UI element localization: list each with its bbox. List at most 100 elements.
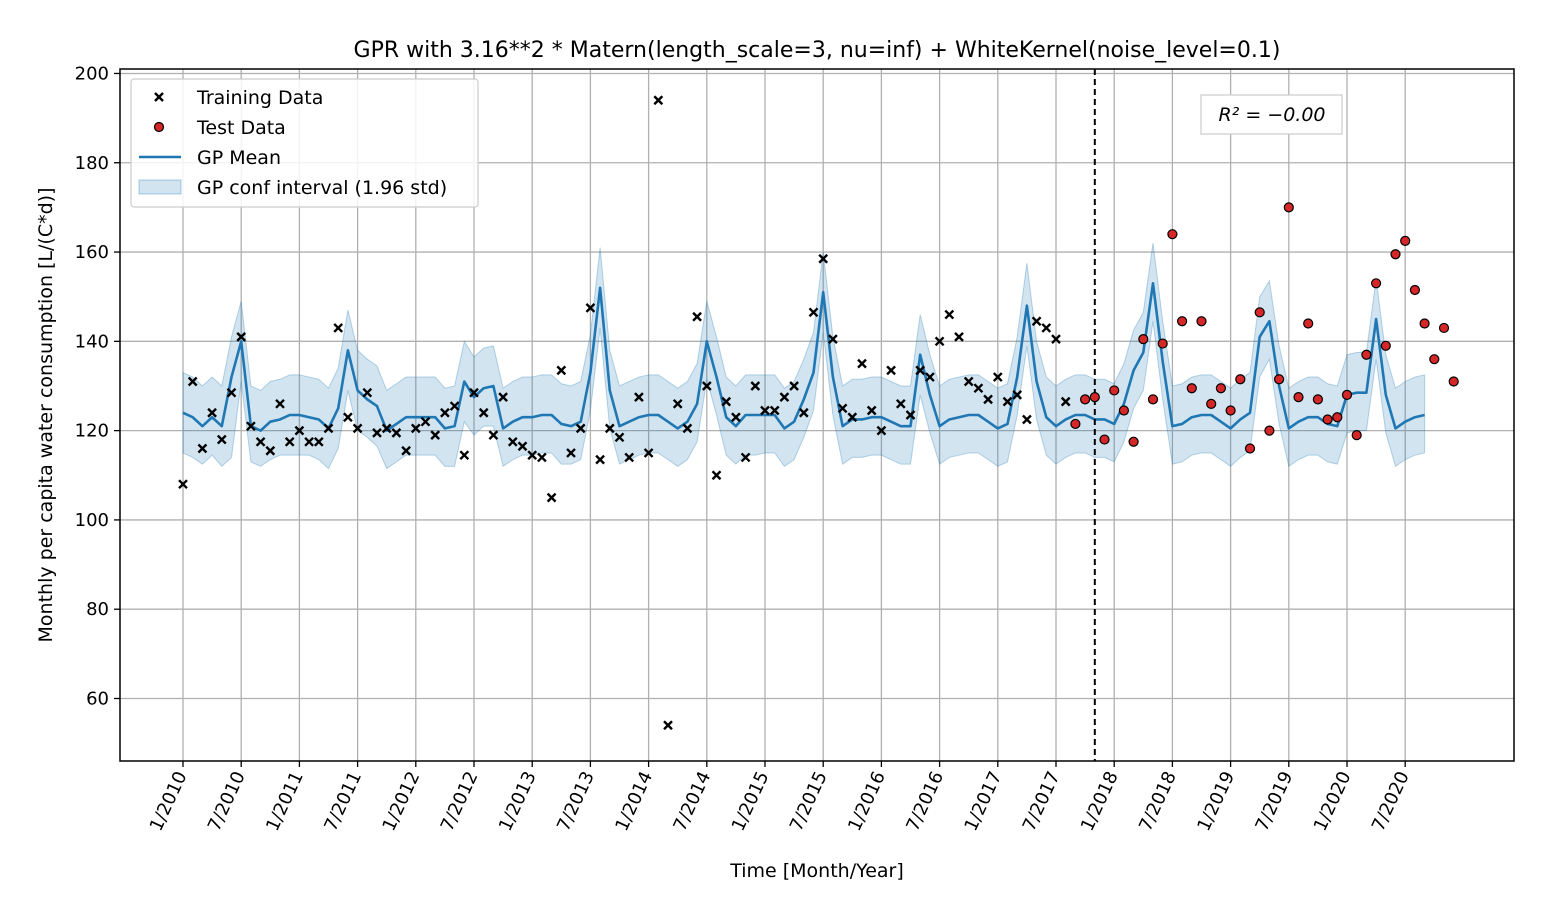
training-data-point [197,443,208,454]
training-data-point [469,387,479,398]
training-data-point [876,425,887,436]
training-data-point [789,381,799,391]
training-data-point [983,394,993,405]
test-data-point [1390,249,1401,260]
test-data-point [1167,229,1178,240]
training-data-point [857,358,867,369]
training-data-point [634,392,644,402]
training-data-point [488,430,499,440]
test-data-point [1370,278,1382,289]
legend-label-mean: GP Mean [197,147,281,169]
training-data-point [449,401,460,411]
training-data-point [818,253,829,264]
training-data-point [828,334,838,344]
training-data-point [236,332,247,342]
legend-marker-test [153,121,165,133]
test-data-point [1293,392,1304,403]
test-data-point [1273,374,1285,385]
legend-label-training: Training Data [196,87,323,109]
test-data-point [1341,389,1353,401]
training-data-point [886,365,896,376]
legend-label-test: Test Data [196,117,286,139]
test-data-point [1429,354,1440,365]
r-squared-box [1200,94,1343,135]
training-data-point [313,436,324,447]
training-data-point [391,428,402,438]
test-data-point [1128,436,1139,447]
test-data-point [1109,385,1120,396]
y-tick-label: 120 [75,421,109,442]
training-data-point [701,381,712,391]
training-data-point [537,452,547,463]
training-data-point [401,445,411,456]
test-data-point [1225,405,1236,416]
training-data-point [798,407,809,418]
training-data-point [362,387,373,398]
training-data-point [333,323,344,333]
training-data-point [255,436,266,447]
training-data-point [973,383,984,394]
test-data-point [1419,318,1430,329]
training-data-point [731,412,741,423]
training-data-point [459,450,470,461]
training-data-point [381,423,392,434]
training-data-point [963,376,974,387]
r-squared-annotation: R² = −0.00 [1200,94,1343,135]
test-data-point [1070,418,1081,430]
training-data-point [837,403,848,414]
training-data-point [944,309,955,320]
training-data-point [1012,390,1023,400]
training-data-point [304,436,314,447]
training-data-point [682,423,693,434]
test-data-point [1312,394,1324,405]
test-data-point [1186,383,1197,394]
training-data-point [246,421,256,432]
training-data-point [430,430,441,440]
training-data-point [1051,334,1061,344]
y-axis-title: Monthly per capita water consumption [L/… [35,188,57,643]
y-tick-label: 200 [75,63,109,84]
y-tick-label: 180 [75,153,109,174]
training-data-point [352,423,363,434]
training-data-point [275,398,285,409]
test-data-point [1409,284,1421,296]
training-data-point [294,425,305,436]
test-data-point [1147,394,1159,405]
test-data-point [1361,349,1372,360]
gp-conf-interval-area [182,243,1426,470]
training-data-point [750,381,761,391]
training-data-point [808,307,819,318]
training-data-point [410,423,421,434]
gp-mean-line [182,281,1425,432]
training-data-point [1031,316,1042,327]
training-data-point [216,434,227,445]
legend: Training Data Test Data GP Mean GP conf … [130,78,479,208]
training-data-point [604,423,615,434]
y-tick-label: 140 [75,331,109,352]
gp-conf-interval-band [182,243,1426,470]
training-data-point [527,450,538,461]
training-data-point [585,303,596,313]
training-data-point [663,720,673,731]
test-data-point [1196,316,1207,327]
training-data-point [925,372,935,382]
training-data-point [595,454,605,465]
training-data-point [372,428,382,438]
training-data-point [992,372,1003,382]
training-data-point [866,405,877,416]
test-data-point [1235,374,1246,385]
training-data-point [566,448,576,458]
training-data-point [343,412,353,423]
test-data-point [1283,202,1294,213]
training-data-point [624,452,635,463]
legend-marker-training [154,92,164,102]
y-tick-label: 160 [75,242,109,263]
test-data-point [1254,307,1265,318]
training-data-point [653,95,664,106]
test-data-point [1138,334,1149,345]
test-data-point [1206,398,1217,409]
training-data-point [895,398,906,409]
test-data-point [1118,405,1130,416]
training-data-point [905,410,916,420]
x-axis-title: Time [Month/Year] [729,860,904,882]
